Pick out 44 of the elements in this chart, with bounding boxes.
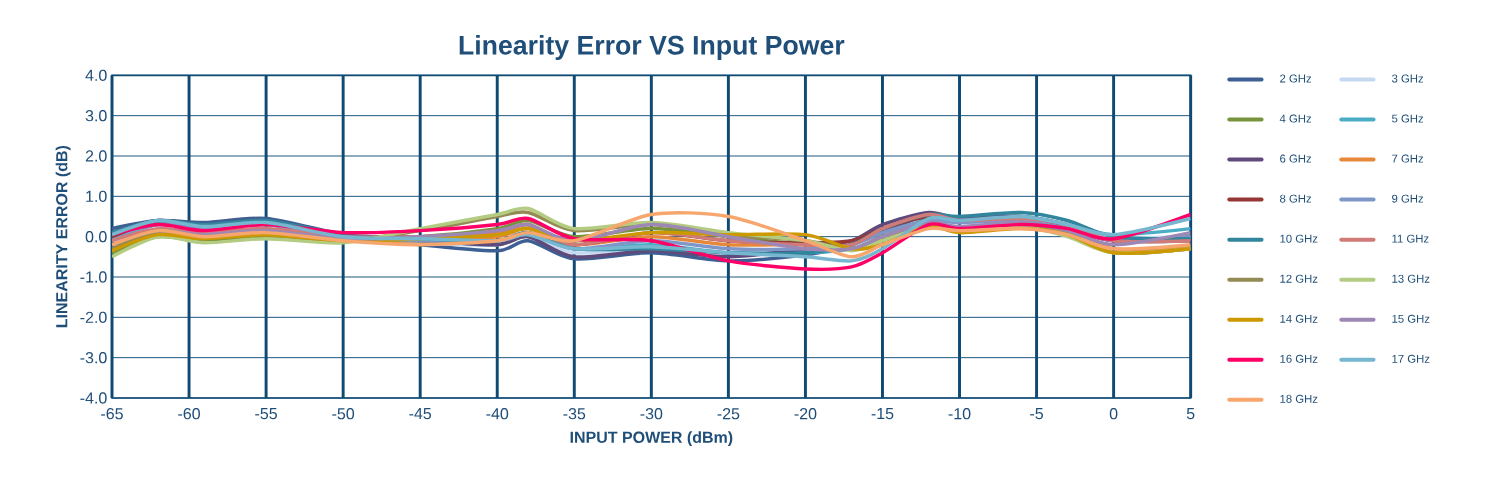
x-axis-title: INPUT POWER (dBm) [570,431,733,447]
legend-label: 9 GHz [1392,194,1424,203]
legend-label: 4 GHz [1279,114,1312,123]
legend-label: 3 GHz [1391,74,1424,83]
x-tick-label: -25 [717,408,740,420]
y-tick-label: 0.0 [85,231,107,243]
x-tick-label: -45 [409,408,432,420]
legend-label: 10 GHz [1280,234,1318,243]
x-tick-label: -35 [563,408,586,420]
y-tick-label: 2.0 [85,150,107,162]
x-tick-label: 0 [1109,408,1118,420]
x-tick-label: -55 [255,408,277,420]
x-tick-label: -60 [178,408,200,420]
legend-label: 7 GHz [1392,154,1424,163]
x-tick-label: -40 [486,408,509,420]
legend-label: 13 GHz [1392,274,1430,283]
x-tick-label: 5 [1186,408,1195,420]
legend-label: 17 GHz [1392,354,1430,363]
x-tick-label: -15 [871,408,894,420]
legend-label: 18 GHz [1280,394,1318,403]
y-tick-label: -1.0 [80,271,107,283]
x-tick-label: -5 [1030,408,1043,420]
x-tick-label: -50 [332,408,355,420]
legend-label: 15 GHz [1392,314,1430,323]
legend-label: 5 GHz [1392,114,1424,123]
y-tick-label: -2.0 [80,311,107,323]
legend-label: 8 GHz [1280,194,1312,203]
y-tick-label: -4.0 [80,392,107,404]
x-tick-label: -30 [640,408,663,420]
legend-label: 6 GHz [1280,154,1312,163]
y-tick-label: 1.0 [86,190,107,202]
y-axis-title: LINEARITY ERROR (dB) [55,145,71,328]
legend-label: 11 GHz [1392,234,1429,243]
legend-label: 16 GHz [1280,354,1318,363]
legend-label: 12 GHz [1280,274,1318,283]
x-tick-label: -20 [794,408,817,420]
chart-title: Linearity Error VS Input Power [459,35,845,60]
y-tick-label: 4.0 [85,69,107,81]
legend-label: 2 GHz [1280,74,1312,83]
y-tick-label: 3.0 [85,110,107,122]
x-tick-label: -65 [101,408,123,420]
legend-label: 14 GHz [1280,314,1318,323]
x-tick-label: -10 [948,408,971,420]
y-tick-label: -3.0 [80,352,107,364]
